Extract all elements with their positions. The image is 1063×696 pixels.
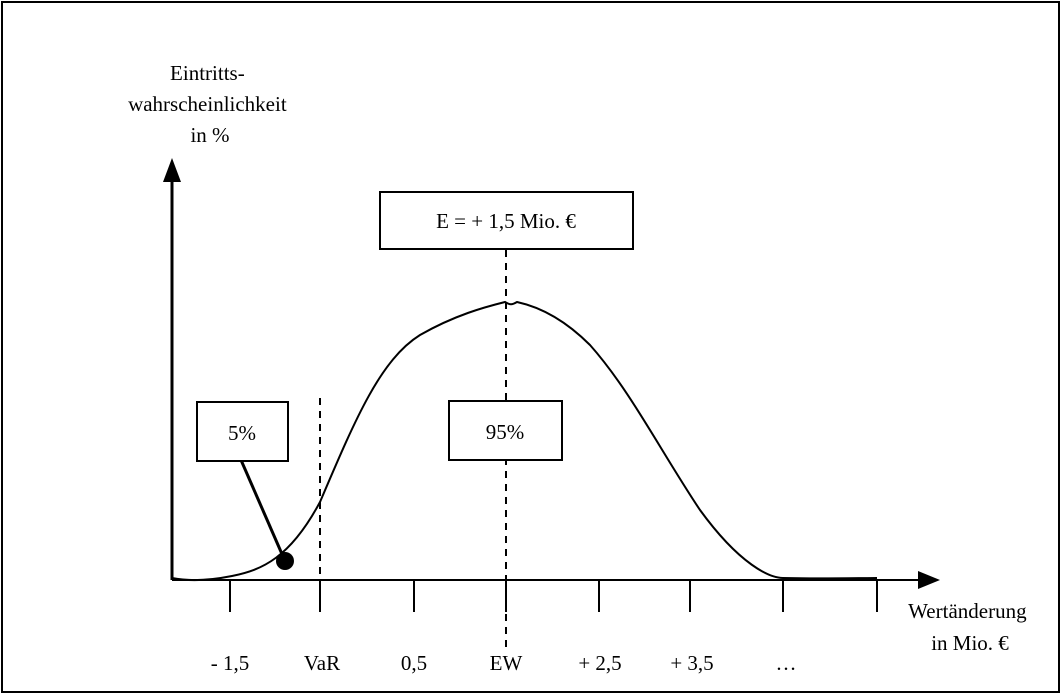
tick-label: - 1,5: [211, 651, 250, 675]
x-axis-ticks: [229, 580, 878, 612]
tail-probability-box: [196, 401, 289, 462]
center-probability-text: 95%: [486, 420, 525, 444]
center-probability-box: [448, 400, 563, 461]
tick-label: 0,5: [401, 651, 427, 675]
tick-label: + 3,5: [670, 651, 713, 675]
y-axis-label: Eintritts- wahrscheinlichkeit in %: [128, 61, 292, 147]
expected-value-text: E = + 1,5 Mio. €: [436, 209, 576, 233]
tick-label: EW: [490, 651, 523, 675]
tick-label: VaR: [304, 651, 340, 675]
tail-probability-text: 5%: [228, 421, 256, 445]
tail-pointer-dot: [276, 552, 294, 570]
y-axis-arrowhead: [163, 158, 181, 182]
expected-value-box: [379, 191, 634, 250]
tail-pointer-line: [239, 459, 287, 562]
distribution-curve: [171, 300, 878, 582]
x-axis-arrowhead: [918, 571, 940, 589]
x-tick-labels: - 1,5 VaR 0,5 EW + 2,5 + 3,5 …: [211, 651, 797, 675]
x-axis-label: Wertänderung in Mio. €: [908, 599, 1032, 655]
tick-label: + 2,5: [578, 651, 621, 675]
tick-label: …: [776, 651, 797, 675]
